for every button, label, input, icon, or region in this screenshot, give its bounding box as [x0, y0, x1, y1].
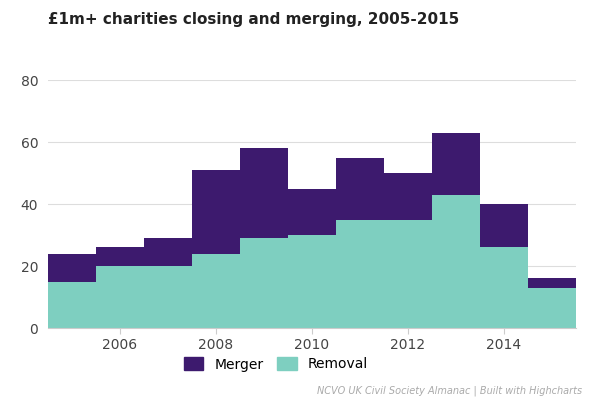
Text: NCVO UK Civil Society Almanac | Built with Highcharts: NCVO UK Civil Society Almanac | Built wi…: [317, 386, 582, 396]
Legend: Merger, Removal: Merger, Removal: [178, 352, 374, 377]
Text: £1m+ charities closing and merging, 2005-2015: £1m+ charities closing and merging, 2005…: [48, 12, 459, 27]
